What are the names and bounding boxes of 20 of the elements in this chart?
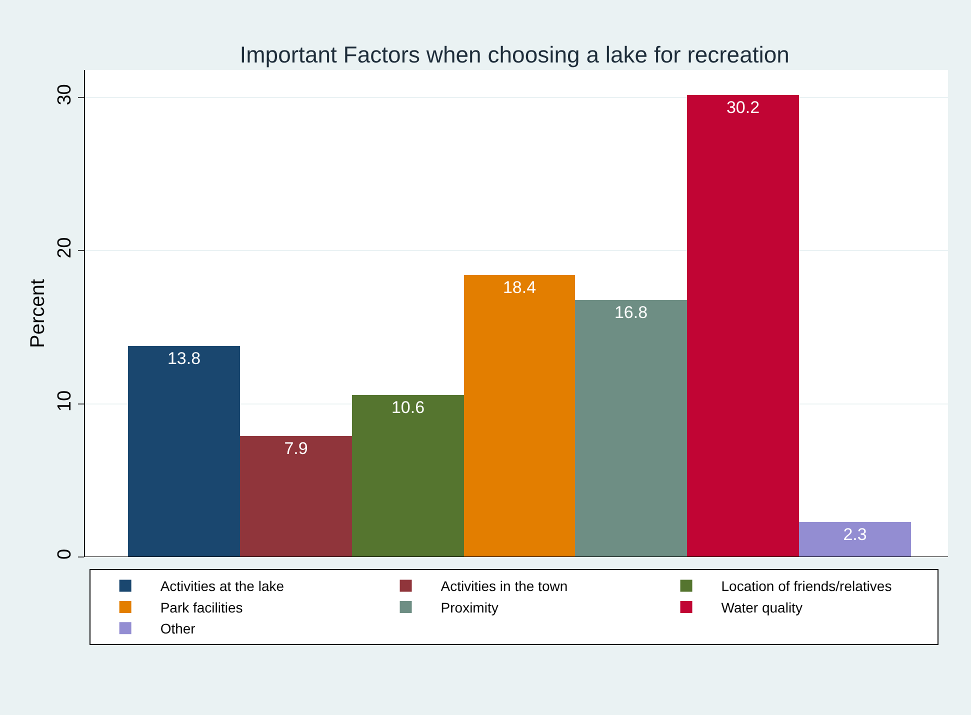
legend-label: Proximity — [440, 599, 498, 616]
legend-label: Park facilities — [160, 599, 243, 616]
data-label: 7.9 — [284, 439, 308, 458]
data-label: 10.6 — [391, 398, 425, 417]
data-label: 16.8 — [614, 303, 648, 322]
data-label: 13.8 — [167, 349, 201, 368]
y-axis-title: Percent — [26, 278, 49, 348]
y-tick-label: 10 — [54, 390, 76, 412]
y-tick-label: 20 — [54, 237, 76, 258]
y-tick-label: 30 — [54, 84, 76, 106]
legend-label: Water quality — [721, 599, 802, 616]
chart-title: Important Factors when choosing a lake for recreation — [240, 42, 790, 68]
legend-label: Activities in the town — [440, 578, 568, 594]
legend-label: Activities at the lake — [160, 578, 284, 594]
legend-label: Other — [160, 620, 196, 637]
data-label: 18.4 — [502, 278, 536, 297]
data-label: 2.3 — [843, 525, 867, 544]
y-tick-label: 0 — [54, 548, 76, 560]
data-label: 30.2 — [726, 98, 760, 117]
legend-label: Location of friends/relatives — [721, 578, 892, 594]
